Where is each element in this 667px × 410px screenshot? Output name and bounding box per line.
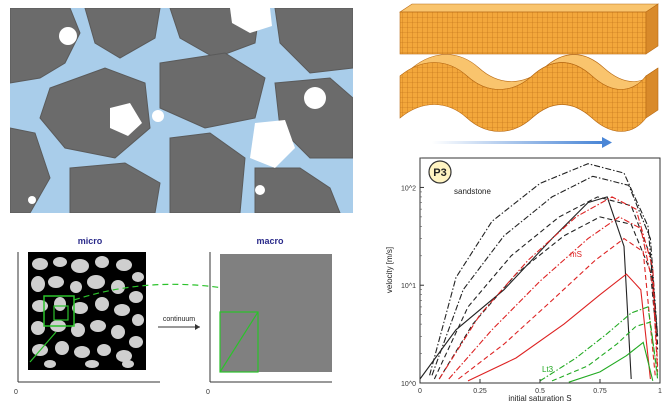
arrowhead-icon	[195, 324, 200, 330]
plot-curves	[419, 163, 659, 383]
gas-bubble	[230, 8, 272, 33]
series-line-sandstone-2	[433, 196, 659, 380]
macro-label: macro	[256, 236, 284, 246]
y-tick-label: 10^0	[401, 381, 416, 388]
micro-label: micro	[78, 236, 103, 246]
propagation-arrowhead-icon	[602, 137, 612, 148]
micro-panel: micro 0	[10, 232, 170, 402]
micro-zoom-line	[29, 331, 57, 363]
grain	[169, 132, 246, 214]
x-tick-label: 0	[418, 388, 422, 395]
plot-ticks: 0 0.25 0.5 0.75 1 10^0 10^1 10^2	[401, 157, 662, 395]
series-line-lt3-10	[551, 321, 659, 382]
grain	[159, 52, 266, 129]
micro-zoom-box	[43, 295, 75, 327]
velocity-plot: 0 0.25 0.5 0.75 1 10^0 10^1 10^2 P3 sandstone m…	[380, 150, 667, 405]
undeformed-bar	[399, 3, 659, 55]
grain	[254, 167, 341, 214]
macro-zoom-box	[219, 311, 259, 373]
continuum-label: continuum	[163, 316, 195, 323]
grain	[9, 7, 81, 84]
label-sandstone: sandstone	[454, 187, 491, 196]
series-line-ms-8	[467, 273, 651, 382]
undeformed-bar-front	[399, 11, 647, 55]
panel-label: P3	[433, 167, 446, 179]
series-line-ms-7	[458, 237, 656, 380]
micro-zoom-box-inner	[53, 305, 69, 321]
micro-grains	[31, 256, 144, 368]
velocity-plot-svg: 0 0.25 0.5 0.75 1 10^0 10^1 10^2 P3 sandstone m…	[385, 157, 662, 403]
label-lt3: Lt3	[542, 365, 554, 374]
undeformed-bar-top	[399, 3, 659, 13]
x-axis-label: initial saturation S	[508, 394, 571, 403]
label-ms: mS	[570, 250, 582, 259]
macro-zoom-line	[219, 311, 259, 373]
bar-deformation-drawing	[399, 3, 659, 148]
deformed-bar	[399, 54, 659, 132]
x-tick-label: 0.5	[535, 388, 545, 395]
grain	[84, 7, 161, 59]
pore-scale-drawing	[9, 7, 354, 214]
x-tick-label: 1	[658, 388, 662, 395]
panel-label-badge	[428, 160, 452, 184]
grains	[9, 7, 354, 214]
y-tick-label: 10^1	[401, 283, 416, 290]
micro-drawing: micro 0	[14, 236, 160, 396]
gas-bubble	[304, 87, 326, 109]
grain	[274, 7, 354, 74]
y-tick-label: 10^2	[401, 185, 416, 192]
gas-bubble	[110, 103, 142, 136]
series-line-sandstone-0	[429, 163, 659, 376]
grain	[69, 162, 161, 214]
series-line-sandstone-1	[431, 175, 659, 376]
x-tick-label: 0.75	[593, 388, 607, 395]
micro-axis-origin: 0	[14, 389, 18, 396]
gas-bubble	[152, 110, 164, 122]
gas-bubble	[59, 27, 77, 45]
gas-bubble	[28, 196, 36, 204]
bar-deformation-panel	[392, 2, 664, 150]
undeformed-bar-side	[645, 3, 659, 55]
pore-scale-image	[9, 7, 354, 214]
series-line-lt3-9	[539, 306, 659, 382]
propagation-arrow	[432, 141, 602, 144]
gas-bubbles	[28, 8, 326, 204]
macro-panel: macro 0	[200, 232, 335, 402]
series-line-ms-5	[438, 196, 659, 380]
series-line-lt3-11	[568, 341, 654, 383]
y-axis-label: velocity [m/s]	[385, 247, 394, 293]
grain	[39, 67, 151, 159]
series-line-ms-6	[448, 216, 659, 380]
macro-drawing: macro 0	[206, 236, 332, 396]
deformed-bar-side	[645, 67, 659, 119]
gas-bubble	[250, 120, 295, 168]
macro-axis-origin: 0	[206, 389, 210, 396]
x-tick-label: 0.25	[473, 388, 487, 395]
grain	[9, 127, 51, 214]
macro-continuum-block	[220, 254, 332, 372]
series-line-sandstone-4	[419, 196, 632, 380]
gas-bubble	[255, 185, 265, 195]
